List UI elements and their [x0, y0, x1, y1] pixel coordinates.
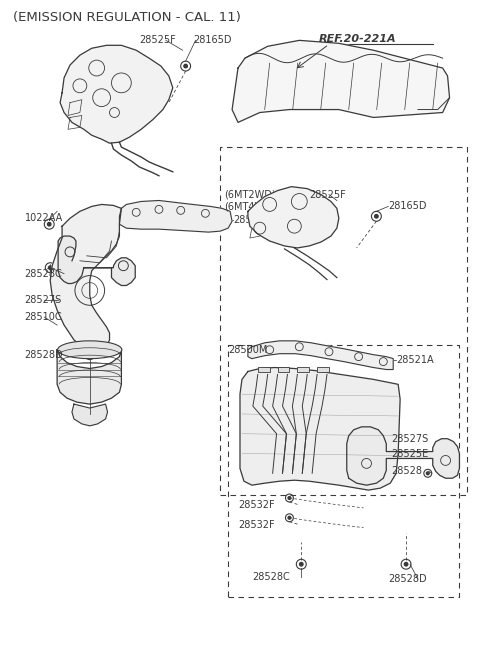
Polygon shape [60, 45, 173, 143]
Polygon shape [248, 341, 393, 369]
Text: 28525F: 28525F [309, 189, 346, 200]
Bar [317, 367, 329, 373]
Text: 28528D: 28528D [388, 574, 427, 584]
Text: 28528D: 28528D [24, 350, 63, 360]
Polygon shape [248, 187, 339, 248]
Text: 28510C: 28510C [24, 312, 62, 322]
Polygon shape [240, 367, 400, 490]
Polygon shape [57, 350, 121, 404]
Text: 28527S: 28527S [24, 295, 62, 305]
Ellipse shape [58, 341, 122, 359]
Text: 28528C: 28528C [252, 572, 289, 582]
Text: 28528C: 28528C [24, 269, 62, 278]
Circle shape [300, 563, 303, 566]
Circle shape [288, 516, 291, 519]
Circle shape [48, 266, 52, 269]
Text: 28500M: 28500M [228, 345, 267, 355]
Text: (EMISSION REGULATION - CAL. 11): (EMISSION REGULATION - CAL. 11) [12, 10, 240, 24]
Text: 28532F: 28532F [238, 519, 275, 530]
Text: 1022AA: 1022AA [24, 214, 63, 223]
Polygon shape [120, 200, 232, 232]
Polygon shape [72, 404, 108, 426]
Text: (6MT2WD): (6MT2WD) [224, 189, 276, 200]
Circle shape [48, 223, 51, 226]
Circle shape [288, 496, 291, 499]
Text: REF.20-221A: REF.20-221A [319, 34, 396, 45]
Text: 28528: 28528 [391, 466, 422, 476]
Polygon shape [50, 204, 121, 350]
Text: (6MT4WD): (6MT4WD) [224, 202, 276, 212]
Text: 28521A: 28521A [233, 215, 271, 225]
Text: 28165D: 28165D [193, 35, 232, 45]
Bar [297, 367, 309, 373]
Circle shape [88, 353, 92, 356]
Circle shape [184, 64, 187, 67]
Polygon shape [347, 427, 459, 485]
Text: 28165D: 28165D [388, 202, 427, 212]
Bar [277, 367, 289, 373]
Circle shape [375, 215, 378, 218]
Circle shape [404, 563, 408, 566]
Circle shape [426, 472, 429, 475]
Polygon shape [232, 41, 450, 122]
Text: 28525F: 28525F [139, 35, 176, 45]
Text: 28525E: 28525E [391, 449, 429, 458]
Text: 28527S: 28527S [391, 434, 429, 443]
Polygon shape [58, 236, 135, 286]
Text: 28532F: 28532F [238, 500, 275, 510]
Bar [258, 367, 270, 373]
Text: 28521A: 28521A [396, 354, 434, 365]
